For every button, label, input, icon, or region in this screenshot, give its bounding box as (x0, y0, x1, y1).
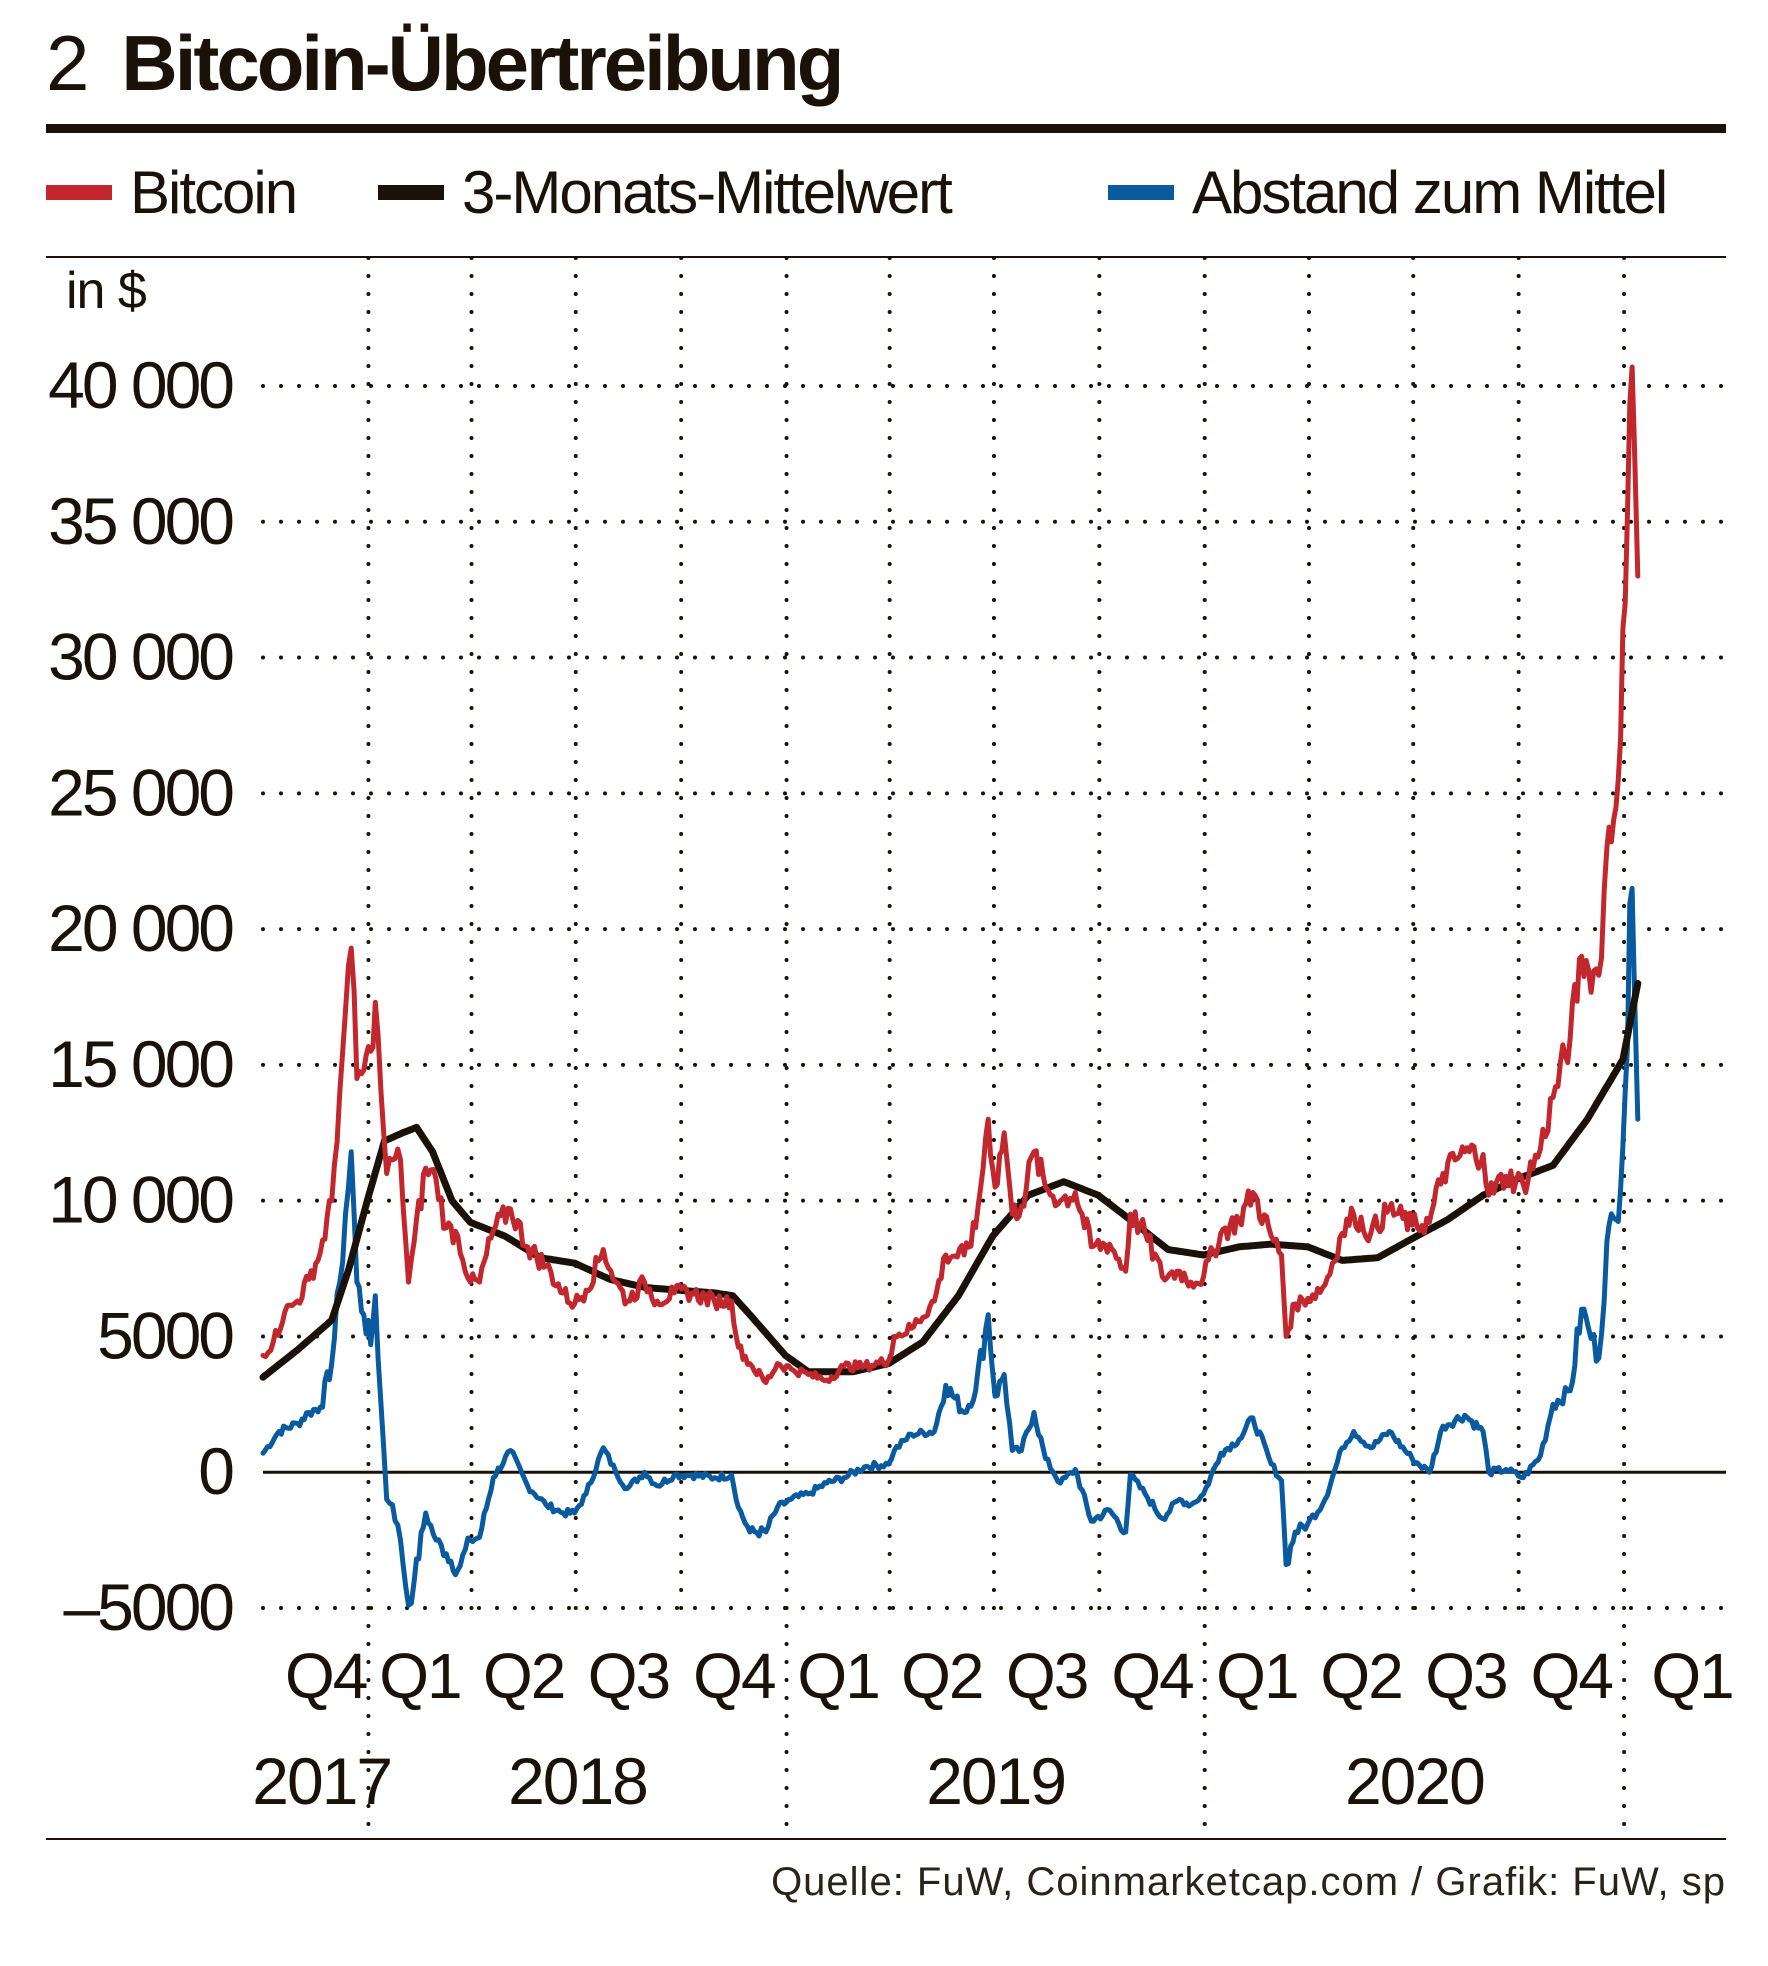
x-quarter-label: Q3 (1425, 1640, 1506, 1712)
y-tick-label: 30 000 (48, 620, 233, 694)
legend-item-deviation: Abstand zum Mittel (1108, 152, 1668, 232)
series-layer (259, 364, 1642, 1608)
bottom-rule (46, 1838, 1726, 1840)
series-line-average (259, 979, 1642, 1381)
y-tick-label: 25 000 (48, 755, 233, 829)
x-year-label: 2020 (1345, 1744, 1484, 1818)
x-quarter-label: Q1 (1651, 1640, 1732, 1712)
label-layer: 40 000 35 000 30 000 25 000 20 000 15 000 10 0… (48, 262, 1735, 1818)
x-quarter-label: Q3 (1006, 1640, 1087, 1712)
x-quarter-label: Q4 (1111, 1640, 1193, 1712)
legend-swatch-average (378, 184, 444, 200)
x-quarter-label: Q3 (588, 1640, 669, 1712)
x-quarter-label: Q2 (483, 1640, 564, 1712)
x-year-label: 2019 (926, 1744, 1065, 1818)
x-quarter-label: Q2 (1320, 1640, 1401, 1712)
legend-item-average: 3-Monats-Mittelwert (378, 152, 953, 232)
y-tick-label: 35 000 (48, 484, 233, 558)
y-tick-label: 20 000 (48, 891, 233, 965)
x-quarter-label: Q2 (901, 1640, 982, 1712)
x-quarter-label: Q4 (693, 1640, 775, 1712)
legend-label-average: 3-Monats-Mittelwert (462, 158, 953, 226)
legend: Bitcoin 3-Monats-Mittelwert Abstand zum … (46, 152, 1726, 232)
y-tick-label: 5000 (97, 1298, 233, 1372)
y-tick-label: 0 (198, 1434, 233, 1508)
x-quarter-label: Q1 (797, 1640, 878, 1712)
y-tick-label: –5000 (63, 1570, 233, 1644)
source-note: Quelle: FuW, Coinmarketcap.com / Grafik:… (771, 1860, 1726, 1904)
x-quarter-label: Q1 (1216, 1640, 1297, 1712)
y-tick-label: 15 000 (48, 1027, 233, 1101)
chart-number: 2 (46, 19, 89, 107)
chart-title: Bitcoin-Übertreibung (121, 19, 844, 107)
chart-header: 2 Bitcoin-Übertreibung (46, 18, 844, 108)
x-quarter-label: Q4 (285, 1640, 367, 1712)
y-tick-label: 10 000 (48, 1163, 233, 1237)
top-rule (46, 124, 1726, 133)
y-unit-label: in $ (66, 262, 147, 320)
series-line-bitcoin (260, 364, 1641, 1386)
legend-label-bitcoin: Bitcoin (130, 158, 298, 226)
x-quarter-label: Q1 (379, 1640, 460, 1712)
legend-item-bitcoin: Bitcoin (46, 152, 298, 232)
line-chart: 40 000 35 000 30 000 25 000 20 000 15 000 10 0… (48, 258, 1735, 1838)
grid-layer (261, 258, 1728, 1838)
x-year-label: 2017 (252, 1744, 391, 1818)
x-quarter-label: Q4 (1531, 1640, 1613, 1712)
legend-label-deviation: Abstand zum Mittel (1192, 158, 1668, 226)
series-line-deviation (260, 885, 1641, 1608)
y-tick-label: 40 000 (48, 348, 233, 422)
legend-rule (46, 256, 1726, 258)
legend-swatch-deviation (1108, 184, 1174, 200)
x-year-label: 2018 (508, 1744, 647, 1818)
legend-swatch-bitcoin (46, 184, 112, 200)
